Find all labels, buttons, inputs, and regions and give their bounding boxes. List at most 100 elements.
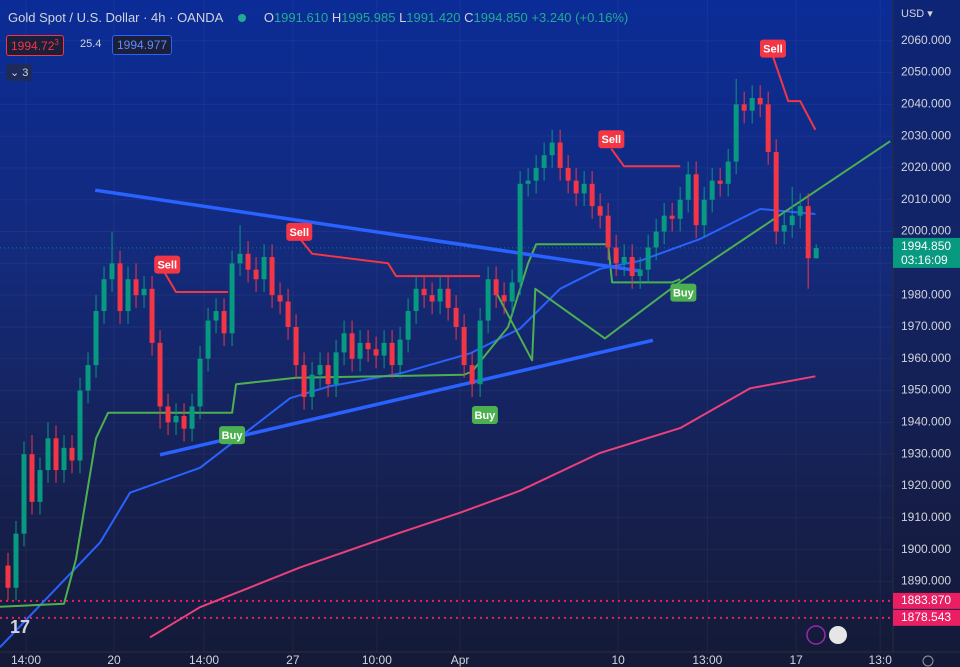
o-label: O — [263, 10, 274, 25]
candle-body — [493, 279, 499, 296]
last-price-label: 1994.850 — [901, 239, 951, 253]
y-tick-label: 1910.000 — [901, 510, 951, 524]
sell-price: 1994.72 — [11, 39, 55, 53]
candle-body — [557, 142, 563, 168]
candle-body — [13, 533, 19, 588]
candle-body — [61, 447, 67, 471]
candle-body — [765, 104, 771, 153]
x-tick-label: 10 — [611, 653, 625, 667]
settings-icon[interactable] — [922, 655, 934, 667]
tv-logo: 17 — [10, 617, 30, 637]
candle-body — [445, 288, 451, 308]
signal-box — [471, 406, 498, 425]
candle-body — [693, 174, 699, 226]
candle-body — [741, 104, 747, 111]
buy-button[interactable]: 1994.977 — [112, 35, 173, 55]
candle-body — [5, 565, 11, 588]
symbol-title[interactable]: Gold Spot / U.S. Dollar · 4h · OANDA — [8, 10, 223, 25]
y-tick-label: 1890.000 — [901, 574, 951, 588]
candle-body — [261, 256, 267, 280]
candle-body — [565, 167, 571, 181]
header-row: Gold Spot / U.S. Dollar · 4h · OANDA O 19… — [8, 10, 628, 25]
candle-body — [637, 269, 643, 277]
candle-body — [309, 374, 315, 397]
flag-icon[interactable] — [829, 626, 847, 644]
countdown: 03:16:09 — [901, 253, 948, 267]
level-label-bg — [893, 592, 960, 609]
signal-label: Buy — [673, 288, 695, 300]
candle-body — [181, 416, 187, 429]
candle-body — [773, 152, 779, 232]
candle-body — [413, 288, 419, 312]
candle-body — [685, 174, 691, 200]
candle-body — [541, 155, 547, 168]
signal-label: Buy — [222, 430, 244, 442]
candle-body — [173, 416, 179, 423]
candle-body — [485, 279, 491, 321]
candle-body — [293, 326, 299, 366]
sell-button[interactable]: 1994.723 — [6, 35, 64, 56]
y-tick-label: 1980.000 — [901, 287, 951, 301]
indicator-count: 3 — [22, 67, 29, 79]
status-dot — [238, 14, 247, 22]
candle-body — [229, 263, 235, 334]
signal-label: Sell — [157, 260, 177, 272]
candle-body — [29, 454, 35, 502]
candle-body — [469, 365, 475, 385]
candle-body — [525, 180, 531, 184]
signal-box — [219, 426, 246, 445]
x-tick-label: 14:00 — [189, 653, 219, 667]
candle-body — [277, 295, 283, 302]
candle-body — [733, 104, 739, 162]
candle-body — [109, 263, 115, 280]
candle-body — [573, 180, 579, 194]
candle-body — [797, 206, 803, 216]
level-label: 1878.543 — [901, 610, 951, 624]
y-tick-label: 2050.000 — [901, 65, 951, 79]
candle-body — [397, 339, 403, 366]
candle-body — [157, 342, 163, 407]
candle-body — [125, 279, 131, 312]
overlay-line — [494, 140, 891, 362]
x-tick-label: 14:00 — [11, 653, 41, 667]
overlay-line — [94, 188, 641, 273]
c-value: 1994.850 — [473, 10, 528, 25]
candle-body — [805, 206, 811, 259]
change: +3.240 (+0.16%) — [531, 10, 629, 25]
overlay-line — [149, 375, 816, 639]
candle-body — [117, 263, 123, 312]
candle-body — [621, 256, 627, 264]
candle-body — [45, 438, 51, 471]
candle-body — [141, 288, 147, 296]
candle-body — [421, 288, 427, 296]
candle-body — [509, 282, 515, 302]
l-value: 1991.420 — [406, 10, 461, 25]
currency: USD — [901, 8, 925, 20]
candle-body — [21, 454, 27, 534]
candle-body — [813, 247, 819, 259]
signal-box — [670, 283, 697, 302]
indicator-toggle[interactable]: ⌄ 3 — [6, 64, 33, 81]
candle-body — [357, 342, 363, 359]
candle-body — [429, 295, 435, 302]
candle-body — [405, 311, 411, 340]
candle-body — [589, 183, 595, 207]
signal-label: Sell — [289, 227, 309, 239]
y-tick-label: 1950.000 — [901, 383, 951, 397]
candle-body — [661, 215, 667, 232]
currency-menu[interactable]: USD ▾ — [901, 8, 933, 20]
candle-body — [597, 206, 603, 216]
candle-body — [237, 253, 243, 264]
x-tick-label: 13:0 — [869, 653, 893, 667]
candle-body — [613, 247, 619, 264]
flash-icon[interactable] — [806, 625, 826, 645]
candle-body — [677, 199, 683, 219]
candle-body — [533, 167, 539, 181]
candle-body — [245, 253, 251, 270]
price-axis-bg — [893, 0, 960, 667]
x-tick-label: 10:00 — [362, 653, 392, 667]
y-tick-label: 1970.000 — [901, 319, 951, 333]
candle-body — [341, 333, 347, 353]
candle-body — [269, 256, 275, 296]
